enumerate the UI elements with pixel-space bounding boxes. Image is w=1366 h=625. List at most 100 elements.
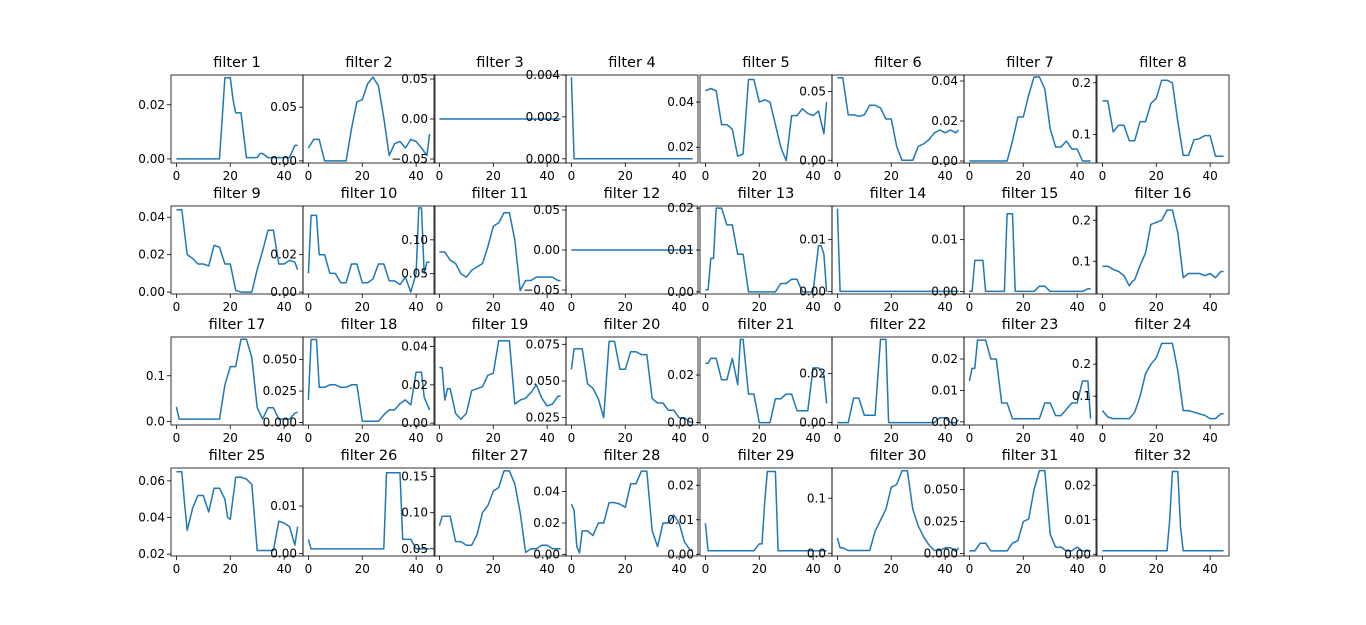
subplot-22-xtick-label-1: 20 — [884, 431, 899, 445]
subplot-30-ytick-label-0: 0.0 — [807, 546, 826, 560]
subplot-22-xtick-label-2: 40 — [938, 431, 953, 445]
subplot-29-ytick-label-0: 0.00 — [667, 547, 694, 561]
subplot-21-ytick-label-1: 0.02 — [667, 368, 694, 382]
subplot-32-axes-frame — [1096, 467, 1230, 557]
subplot-4-series-line — [570, 77, 693, 160]
subplot-18-title: filter 18 — [341, 317, 398, 333]
subplot-27-title: filter 27 — [472, 448, 529, 464]
subplot-11-ytick-label-1: 0.10 — [401, 233, 428, 247]
subplot-24-xtick-label-1: 20 — [1149, 431, 1164, 445]
subplot-30-ytick-label-1: 0.1 — [807, 491, 826, 505]
subplot-16-series-line — [1102, 209, 1224, 287]
subplot-3-ytick-label-1: 0.00 — [401, 112, 428, 126]
subplot-32-xtick-label-2: 40 — [1203, 562, 1218, 576]
subplot-18-xtick-label-0: 0 — [305, 431, 313, 445]
subplot-2-axes-frame — [302, 74, 436, 164]
subplot-15-xtick-label-1: 20 — [1016, 300, 1031, 314]
subplot-24-xtick-label-2: 40 — [1203, 431, 1218, 445]
subplot-8-ytick-label-1: 0.2 — [1072, 76, 1091, 90]
subplot-19-ytick-label-1: 0.02 — [401, 378, 428, 392]
subplot-15-series-line — [969, 213, 1091, 293]
subplot-27-series-line — [438, 470, 561, 554]
subplot-6-title: filter 6 — [874, 55, 922, 71]
subplot-20-ytick-label-1: 0.050 — [526, 374, 560, 388]
subplot-29-xtick-label-0: 0 — [702, 562, 710, 576]
subplot-30-xtick-label-2: 40 — [938, 562, 953, 576]
subplot-32-xtick-label-1: 20 — [1149, 562, 1164, 576]
subplot-28-xtick-label-0: 0 — [568, 562, 576, 576]
subplot-24: 0 20 40 0.1 0.2 filter 24 — [1072, 317, 1230, 445]
subplot-12-title: filter 12 — [604, 186, 661, 202]
subplot-6-xtick-label-1: 20 — [884, 169, 899, 183]
subplot-13-xtick-label-1: 20 — [752, 300, 767, 314]
subplot-19-series-line — [439, 340, 561, 421]
subplot-7-ytick-label-0: 0.00 — [931, 154, 958, 168]
subplot-9-ytick-label-2: 0.04 — [138, 210, 165, 224]
subplot-8-ytick-label-0: 0.1 — [1072, 128, 1091, 142]
subplot-20-ytick-label-0: 0.025 — [526, 411, 560, 425]
subplot-9-ytick-label-0: 0.00 — [138, 285, 165, 299]
subplot-25-ytick-label-0: 0.02 — [138, 547, 165, 561]
subplot-3-ytick-label-0: −0.05 — [391, 152, 428, 166]
subplot-20: 0 20 40 0.025 0.050 0.075 filter 20 — [526, 317, 699, 445]
subplot-10-xtick-label-1: 20 — [355, 300, 370, 314]
subplot-12-xtick-label-1: 20 — [618, 300, 633, 314]
subplot-23-series-line — [968, 339, 1092, 420]
subplot-5-xtick-label-1: 20 — [752, 169, 767, 183]
subplot-11-xtick-label-0: 0 — [436, 300, 444, 314]
subplot-9-xtick-label-1: 20 — [223, 300, 238, 314]
subplot-5-series-line — [705, 78, 828, 162]
subplot-28-ytick-label-1: 0.02 — [533, 516, 560, 530]
subplot-9-xtick-label-2: 40 — [277, 300, 292, 314]
subplot-10-axes-frame — [302, 205, 436, 295]
subplot-20-series-line — [570, 340, 693, 423]
subplot-24-series-line — [1101, 342, 1224, 420]
subplot-13-xtick-label-0: 0 — [702, 300, 710, 314]
subplot-26-xtick-label-1: 20 — [355, 562, 370, 576]
subplot-4-ytick-label-2: 0.004 — [526, 68, 560, 82]
subplot-16-xtick-label-1: 20 — [1149, 300, 1164, 314]
subplot-5-xtick-label-0: 0 — [702, 169, 710, 183]
subplot-27: 0 20 40 0.05 0.10 0.15 filter 27 — [401, 448, 567, 576]
subplot-25-title: filter 25 — [209, 448, 266, 464]
subplot-19-ytick-label-2: 0.04 — [401, 340, 428, 354]
subplot-28-axes-frame — [565, 467, 699, 557]
subplot-27-xtick-label-2: 40 — [540, 562, 555, 576]
subplot-22-ytick-label-1: 0.02 — [799, 367, 826, 381]
subplot-20-xtick-label-2: 40 — [672, 431, 687, 445]
subplot-19-title: filter 19 — [472, 317, 529, 333]
subplot-25-xtick-label-1: 20 — [223, 562, 238, 576]
subplot-23-xtick-label-0: 0 — [966, 431, 974, 445]
subplot-23-ytick-label-2: 0.02 — [931, 352, 958, 366]
subplot-4-xtick-label-0: 0 — [568, 169, 576, 183]
subplot-4-axes-frame — [565, 74, 699, 164]
subplot-17-xtick-label-2: 40 — [277, 431, 292, 445]
subplot-1-title: filter 1 — [213, 55, 261, 71]
subplot-1-xtick-label-0: 0 — [173, 169, 181, 183]
subplot-23: 0 20 40 0.00 0.01 0.02 filter 23 — [931, 317, 1097, 445]
subplot-2-xtick-label-1: 20 — [355, 169, 370, 183]
subplot-5-ytick-label-1: 0.04 — [667, 95, 694, 109]
subplot-23-xtick-label-1: 20 — [1016, 431, 1031, 445]
subplot-8-xtick-label-2: 40 — [1203, 169, 1218, 183]
subplot-12: 0 20 40 −0.05 0.00 0.05 filter 12 — [523, 186, 699, 314]
subplot-13-ytick-label-0: 0.00 — [667, 285, 694, 299]
subplot-7-series-line — [969, 76, 1091, 162]
subplot-30: 0 20 40 0.0 0.1 filter 30 — [807, 448, 965, 576]
subplot-22-series-line — [837, 338, 960, 424]
subplot-15-ytick-label-1: 0.01 — [931, 233, 958, 247]
subplot-12-ytick-label-2: 0.05 — [533, 203, 560, 217]
subplot-8-title: filter 8 — [1139, 55, 1187, 71]
subplot-24-axes-frame — [1096, 336, 1230, 426]
subplot-2-xtick-label-2: 40 — [409, 169, 424, 183]
subplot-3: 0 20 40 −0.05 0.00 0.05 filter 3 — [391, 55, 567, 183]
